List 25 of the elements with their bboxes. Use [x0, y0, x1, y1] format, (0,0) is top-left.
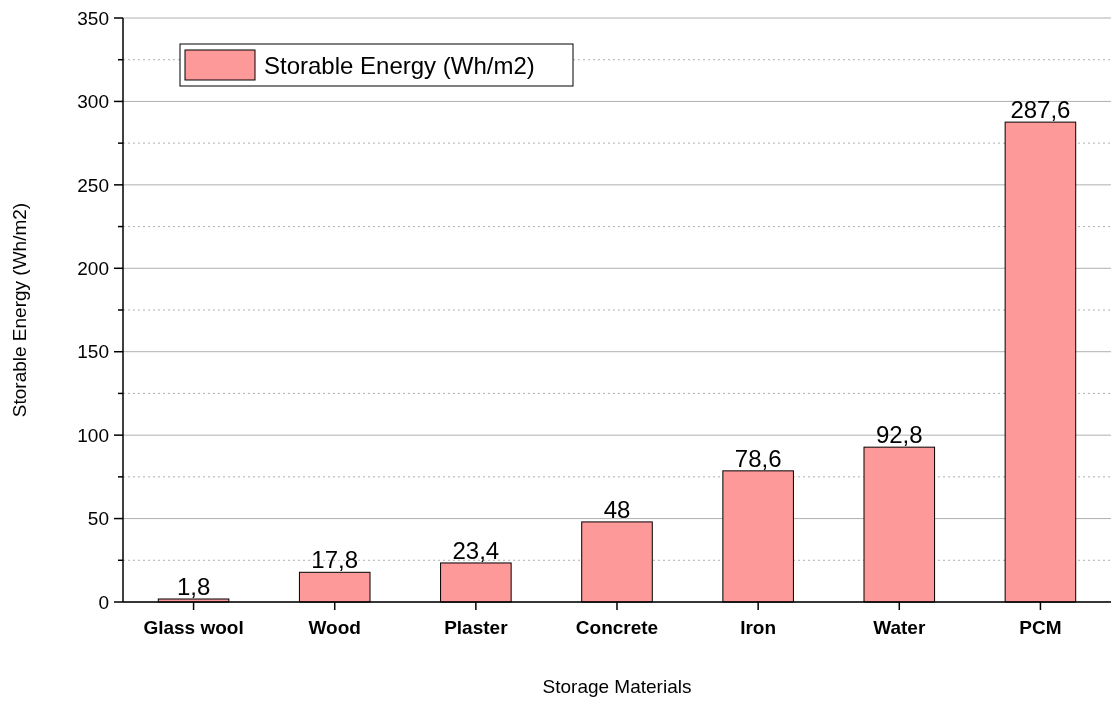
x-tick-label: Plaster: [444, 617, 509, 638]
data-label: 1,8: [176, 573, 211, 600]
y-tick-label: 200: [77, 257, 109, 279]
x-axis-title: Storage Materials: [542, 676, 692, 697]
data-label: 23,4: [452, 536, 500, 564]
data-label: 78,6: [734, 444, 782, 472]
data-label: 17,8: [311, 546, 359, 574]
y-tick-label: 300: [77, 91, 109, 113]
y-tick-label: 50: [87, 508, 109, 530]
data-label: 287,6: [1010, 96, 1071, 124]
x-tick-label: Iron: [740, 617, 777, 638]
x-tick-label: PCM: [1019, 617, 1062, 638]
y-tick-label: 100: [77, 424, 109, 446]
x-tick-label: Water: [873, 617, 926, 638]
y-tick-label: 150: [77, 341, 109, 363]
data-label: 92,8: [875, 421, 923, 449]
data-label: 48: [603, 495, 631, 523]
y-tick-label: 0: [98, 591, 109, 613]
x-tick-label: Wood: [308, 617, 361, 638]
y-tick-label: 350: [77, 7, 109, 29]
x-tick-label: Concrete: [575, 617, 659, 638]
legend-label: Storable Energy (Wh/m2): [264, 52, 535, 80]
y-axis-title: Storable Energy (Wh/m2): [9, 202, 30, 418]
y-tick-label: 250: [77, 174, 109, 196]
x-tick-label: Glass wool: [143, 617, 244, 638]
